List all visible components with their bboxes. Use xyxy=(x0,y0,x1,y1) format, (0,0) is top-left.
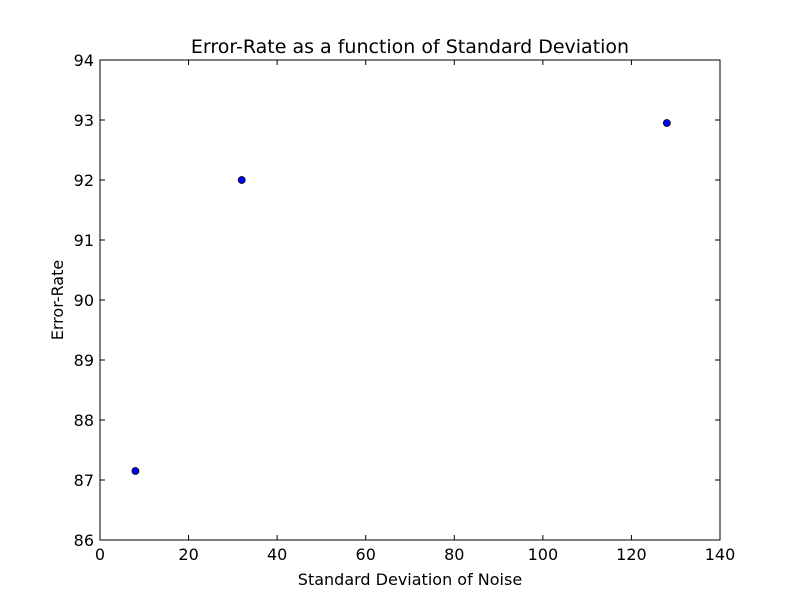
y-axis-label: Error-Rate xyxy=(48,260,67,340)
x-tick-label: 80 xyxy=(444,545,464,564)
x-tick-label: 0 xyxy=(95,545,105,564)
data-points xyxy=(131,119,671,475)
x-axis-ticks: 0 20 40 60 80 100 120 140 xyxy=(95,60,735,564)
y-tick-label: 87 xyxy=(74,471,94,490)
x-tick-label: 140 xyxy=(705,545,736,564)
y-axis-ticks: 86 87 88 89 90 91 92 93 94 xyxy=(74,51,720,550)
y-tick-label: 94 xyxy=(74,51,94,70)
y-tick-label: 93 xyxy=(74,111,94,130)
x-tick-label: 40 xyxy=(267,545,287,564)
y-tick-label: 91 xyxy=(74,231,94,250)
x-tick-label: 20 xyxy=(178,545,198,564)
chart-title: Error-Rate as a function of Standard Dev… xyxy=(191,36,629,58)
scatter-point xyxy=(662,119,671,127)
plot-area xyxy=(99,59,721,541)
x-tick-label: 120 xyxy=(616,545,647,564)
x-tick-label: 100 xyxy=(528,545,559,564)
y-tick-label: 92 xyxy=(74,171,94,190)
x-tick-label: 60 xyxy=(356,545,376,564)
y-tick-label: 88 xyxy=(74,411,94,430)
y-tick-label: 90 xyxy=(74,291,94,310)
scatter-point xyxy=(131,467,140,475)
x-axis-label: Standard Deviation of Noise xyxy=(298,570,522,589)
y-tick-label: 86 xyxy=(74,531,94,550)
y-tick-label: 89 xyxy=(74,351,94,370)
scatter-point xyxy=(237,176,246,184)
